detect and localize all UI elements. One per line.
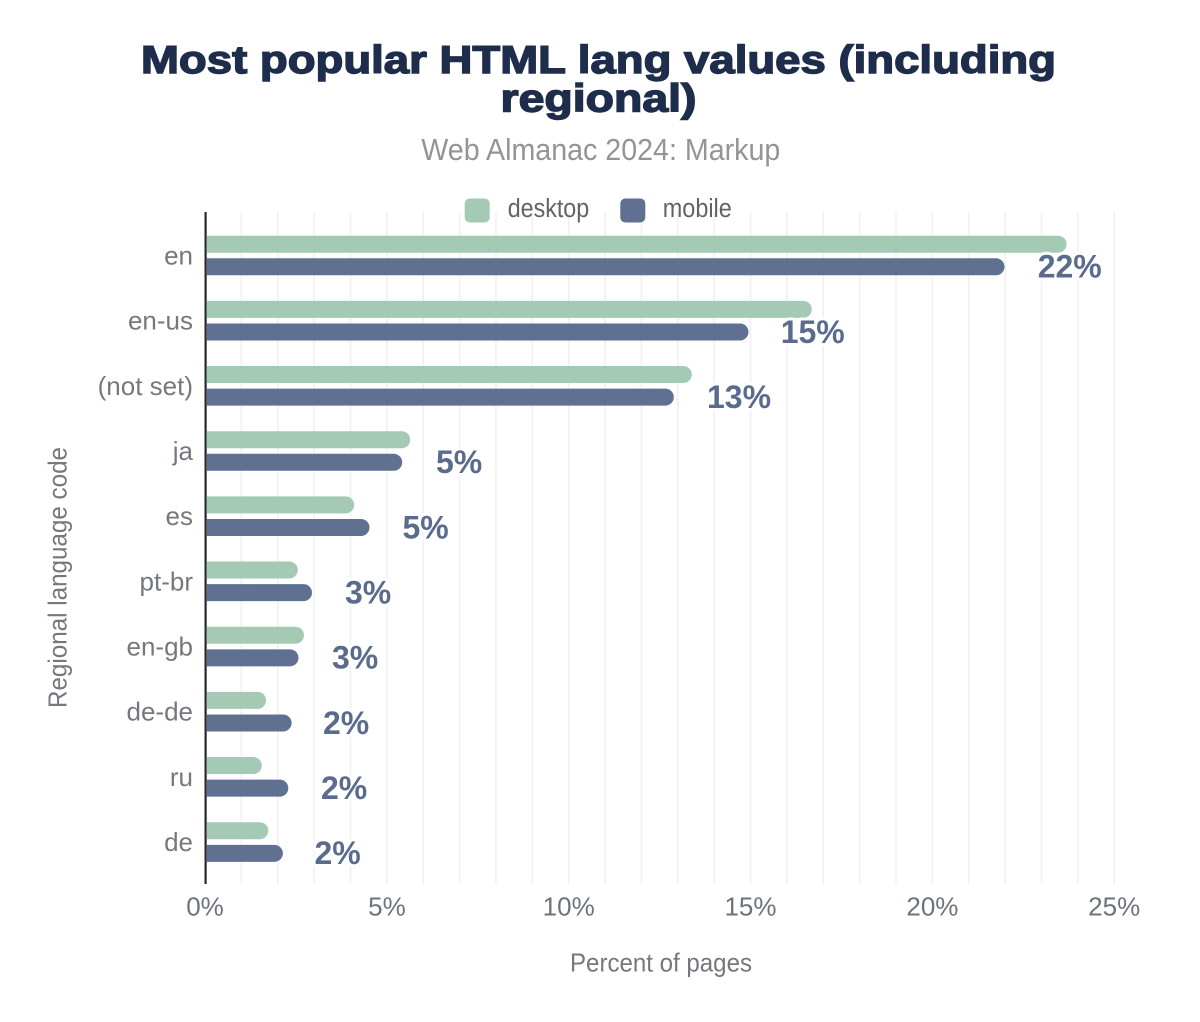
svg-text:regional): regional) [501, 77, 697, 120]
svg-text:desktop: desktop [508, 195, 590, 223]
svg-text:Percent of pages: Percent of pages [570, 947, 752, 977]
svg-text:es: es [166, 501, 193, 531]
svg-text:25%: 25% [1088, 892, 1140, 922]
svg-text:de-de: de-de [127, 697, 194, 727]
svg-text:5%: 5% [368, 892, 406, 922]
svg-text:0%: 0% [186, 892, 224, 922]
svg-text:22%: 22% [1038, 249, 1102, 285]
svg-text:de: de [164, 827, 193, 857]
svg-text:3%: 3% [345, 575, 391, 611]
svg-text:5%: 5% [403, 509, 449, 545]
svg-text:en-gb: en-gb [127, 632, 194, 662]
svg-text:Regional language code: Regional language code [43, 447, 73, 708]
svg-text:2%: 2% [323, 705, 369, 741]
svg-text:15%: 15% [724, 892, 776, 922]
svg-text:20%: 20% [906, 892, 958, 922]
svg-text:10%: 10% [543, 892, 595, 922]
svg-text:(not set): (not set) [98, 371, 193, 401]
svg-text:en-us: en-us [128, 306, 193, 336]
svg-text:13%: 13% [707, 379, 771, 415]
svg-text:mobile: mobile [663, 195, 732, 223]
svg-text:3%: 3% [332, 640, 378, 676]
svg-text:en: en [164, 241, 193, 271]
svg-text:ru: ru [170, 762, 193, 792]
svg-text:pt-br: pt-br [140, 566, 194, 596]
svg-text:2%: 2% [315, 835, 361, 871]
svg-text:Most popular HTML lang values: Most popular HTML lang values (including [141, 39, 1056, 82]
svg-text:ja: ja [172, 436, 194, 466]
svg-text:15%: 15% [781, 314, 845, 350]
svg-text:2%: 2% [321, 770, 367, 806]
svg-text:5%: 5% [436, 444, 482, 480]
svg-text:Web Almanac 2024: Markup: Web Almanac 2024: Markup [421, 132, 780, 167]
